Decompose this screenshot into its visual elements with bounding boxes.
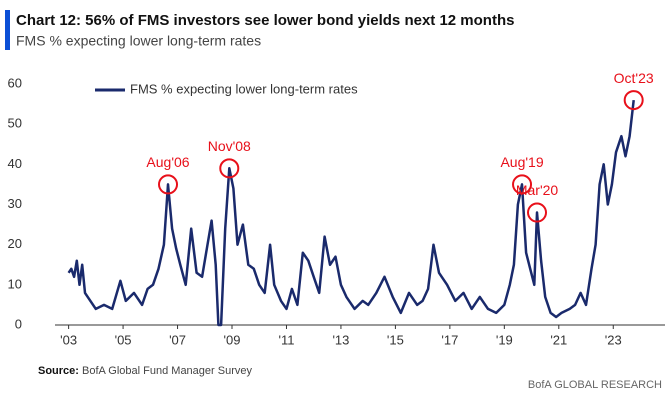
- title-bar: [5, 10, 10, 50]
- y-tick-label: 0: [15, 316, 22, 331]
- x-tick-label: '19: [496, 332, 513, 347]
- annotation-label: Oct'23: [614, 70, 654, 86]
- annotation-label: Aug'06: [146, 154, 189, 170]
- y-tick-label: 20: [8, 236, 22, 251]
- chart-subtitle: FMS % expecting lower long-term rates: [16, 33, 261, 49]
- y-tick-label: 30: [8, 196, 22, 211]
- y-tick-label: 50: [8, 116, 22, 131]
- x-tick-label: '15: [387, 332, 404, 347]
- y-tick-label: 40: [8, 156, 22, 171]
- x-tick-label: '21: [550, 332, 567, 347]
- annotation-circle: [623, 90, 644, 111]
- annotation-label: Aug'19: [500, 154, 543, 170]
- x-tick-label: '03: [60, 332, 77, 347]
- x-tick-label: '05: [115, 332, 132, 347]
- y-tick-label: 10: [8, 276, 22, 291]
- annotation-circle: [219, 158, 240, 179]
- legend-label: FMS % expecting lower long-term rates: [130, 81, 358, 96]
- annotation-circle: [512, 174, 533, 195]
- x-tick-label: '07: [169, 332, 186, 347]
- footer: BofA GLOBAL RESEARCH: [528, 379, 662, 391]
- x-tick-label: '09: [224, 332, 241, 347]
- x-tick-label: '11: [278, 332, 294, 347]
- annotation-label: Nov'08: [208, 138, 251, 154]
- annotation-circle: [158, 174, 179, 195]
- chart-title: Chart 12: 56% of FMS investors see lower…: [16, 12, 514, 29]
- x-tick-label: '13: [332, 332, 349, 347]
- annotation-circle: [527, 202, 548, 223]
- source: BofA Global Fund Manager Survey: [82, 365, 252, 377]
- source-label: Source:: [38, 365, 79, 377]
- y-tick-label: 60: [8, 75, 22, 90]
- x-tick-label: '17: [441, 332, 458, 347]
- series-line: [67, 99, 635, 327]
- x-tick-label: '23: [605, 332, 622, 347]
- annotation-label: Mar'20: [516, 182, 559, 198]
